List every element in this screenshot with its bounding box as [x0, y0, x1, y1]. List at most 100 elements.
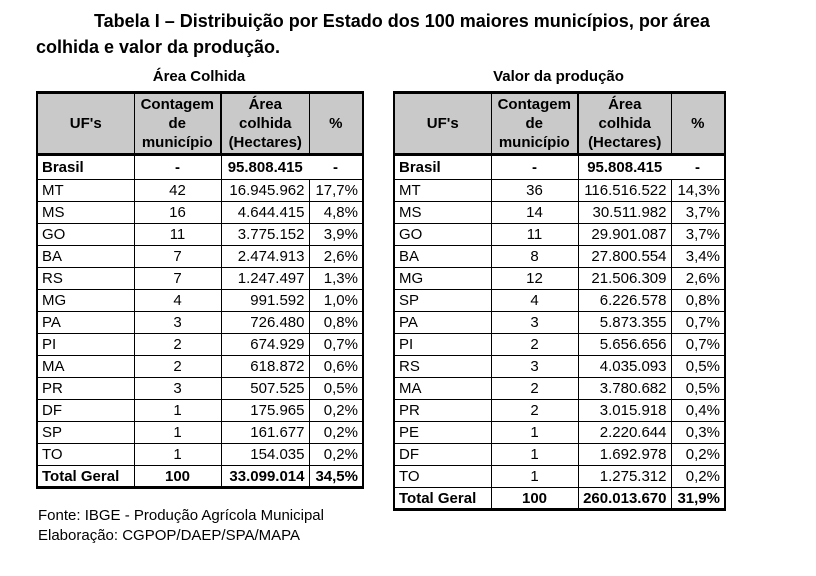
- table-row: MG 4 991.592 1,0%: [36, 289, 364, 312]
- table-row: SP 4 6.226.578 0,8%: [393, 289, 726, 312]
- count-cell: 4: [490, 289, 579, 312]
- column-header-count: Contagem de município: [133, 92, 222, 156]
- area-colhida-table: UF's Contagem de município Área colhida (H…: [36, 91, 364, 489]
- table-row: MT 42 16.945.962 17,7%: [36, 179, 364, 202]
- table-row: PI 2 674.929 0,7%: [36, 333, 364, 356]
- table-body: Brasil -95.808.415- MT 36 116.516.522 14,3% MS…: [393, 154, 726, 510]
- pct-cell: 4,8%: [308, 201, 364, 224]
- pct-cell: 0,2%: [670, 443, 726, 466]
- area-cell: 175.965: [220, 399, 310, 422]
- area-cell: 6.226.578: [577, 289, 672, 312]
- pct-cell: 0,5%: [670, 377, 726, 400]
- pct-cell: 0,2%: [308, 443, 364, 466]
- pct-cell: 3,9%: [308, 223, 364, 246]
- table-row: MG 12 21.506.309 2,6%: [393, 267, 726, 290]
- pct-cell: 0,2%: [308, 399, 364, 422]
- uf-cell: MT: [36, 179, 135, 202]
- uf-cell: PI: [393, 333, 492, 356]
- uf-cell: PA: [36, 311, 135, 334]
- uf-cell: MG: [393, 267, 492, 290]
- area-colhida-caption: Área Colhida: [152, 68, 246, 85]
- count-cell: 14: [490, 201, 579, 224]
- pct-cell: 0,7%: [308, 333, 364, 356]
- uf-cell: MT: [393, 179, 492, 202]
- area-cell: 95.808.415: [577, 154, 671, 180]
- uf-cell: RS: [36, 267, 135, 290]
- pct-cell: 34,5%: [308, 465, 364, 488]
- pct-cell: 1,3%: [308, 267, 364, 290]
- pct-cell: 17,7%: [308, 179, 364, 202]
- source-line: Fonte: IBGE - Produção Agrícola Municipa…: [38, 507, 324, 524]
- area-cell: 95.808.415: [220, 154, 309, 180]
- uf-cell: BA: [393, 245, 492, 268]
- table-row: RS 7 1.247.497 1,3%: [36, 267, 364, 290]
- count-cell: 1: [490, 421, 579, 444]
- table-row: BA 7 2.474.913 2,6%: [36, 245, 364, 268]
- brasil-row: Brasil -95.808.415-: [393, 154, 726, 180]
- page-title: Tabela I – Distribuição por Estado dos 1…: [36, 8, 796, 60]
- uf-cell: Brasil: [393, 154, 492, 180]
- area-cell: 16.945.962: [220, 179, 310, 202]
- area-cell: 618.872: [220, 355, 310, 378]
- area-cell: 29.901.087: [577, 223, 672, 246]
- brasil-row: Brasil -95.808.415-: [36, 154, 364, 180]
- column-header-pct: %: [308, 92, 364, 156]
- pct-cell: 0,7%: [670, 311, 726, 334]
- pct-cell: -: [671, 154, 726, 180]
- count-cell: 3: [490, 311, 579, 334]
- area-cell: 1.692.978: [577, 443, 672, 466]
- table-row: GO 11 29.901.087 3,7%: [393, 223, 726, 246]
- count-cell: 100: [133, 465, 222, 488]
- pct-cell: 14,3%: [670, 179, 726, 202]
- area-cell: 5.873.355: [577, 311, 672, 334]
- table-row: TO 1 1.275.312 0,2%: [393, 465, 726, 488]
- total-row: Total Geral 100 33.099.014 34,5%: [36, 465, 364, 488]
- count-cell: 3: [133, 311, 222, 334]
- table-row: MT 36 116.516.522 14,3%: [393, 179, 726, 202]
- table-row: PI 2 5.656.656 0,7%: [393, 333, 726, 356]
- uf-cell: MG: [36, 289, 135, 312]
- area-colhida-table-block: Área Colhida UF's Contagem de município Ár…: [36, 66, 364, 489]
- pct-cell: 3,4%: [670, 245, 726, 268]
- area-cell: 3.780.682: [577, 377, 672, 400]
- count-cell: 12: [490, 267, 579, 290]
- valor-producao-caption: Valor da produção: [493, 68, 624, 85]
- count-cell: 16: [133, 201, 222, 224]
- area-cell: 3.015.918: [577, 399, 672, 422]
- area-cell: 116.516.522: [577, 179, 672, 202]
- column-header-area: Área colhida (Hectares): [220, 92, 310, 156]
- count-cell: -: [490, 154, 579, 180]
- source-footer: Fonte: IBGE - Produção Agrícola Municipa…: [38, 506, 324, 546]
- pct-cell: 0,2%: [308, 421, 364, 444]
- valor-producao-table-block: Valor da produção UF's Contagem de municí…: [393, 66, 726, 511]
- area-cell: 27.800.554: [577, 245, 672, 268]
- table-row: PA 3 726.480 0,8%: [36, 311, 364, 334]
- uf-cell: PR: [393, 399, 492, 422]
- count-cell: 2: [490, 333, 579, 356]
- area-cell: 674.929: [220, 333, 310, 356]
- count-cell: 36: [490, 179, 579, 202]
- page-title-line-2: colhida e valor da produção.: [36, 37, 281, 57]
- table-row: MS 16 4.644.415 4,8%: [36, 201, 364, 224]
- table-row: DF 1 1.692.978 0,2%: [393, 443, 726, 466]
- table-row: RS 3 4.035.093 0,5%: [393, 355, 726, 378]
- pct-cell: 0,6%: [308, 355, 364, 378]
- column-header-count: Contagem de município: [490, 92, 579, 156]
- area-cell: 3.775.152: [220, 223, 310, 246]
- count-cell: 100: [490, 487, 579, 510]
- valor-producao-table: UF's Contagem de município Área colhida (H…: [393, 91, 726, 511]
- uf-cell: SP: [393, 289, 492, 312]
- uf-cell: SP: [36, 421, 135, 444]
- page-title-line-1: Tabela I – Distribuição por Estado dos 1…: [94, 11, 710, 31]
- area-cell: 2.474.913: [220, 245, 310, 268]
- count-cell: 3: [490, 355, 579, 378]
- area-cell: 726.480: [220, 311, 310, 334]
- count-cell: 3: [133, 377, 222, 400]
- area-cell: 5.656.656: [577, 333, 672, 356]
- count-cell: 2: [133, 355, 222, 378]
- table-header: UF's Contagem de município Área colhida (H…: [36, 92, 364, 156]
- count-cell: 1: [133, 399, 222, 422]
- count-cell: 1: [133, 443, 222, 466]
- uf-cell: MS: [36, 201, 135, 224]
